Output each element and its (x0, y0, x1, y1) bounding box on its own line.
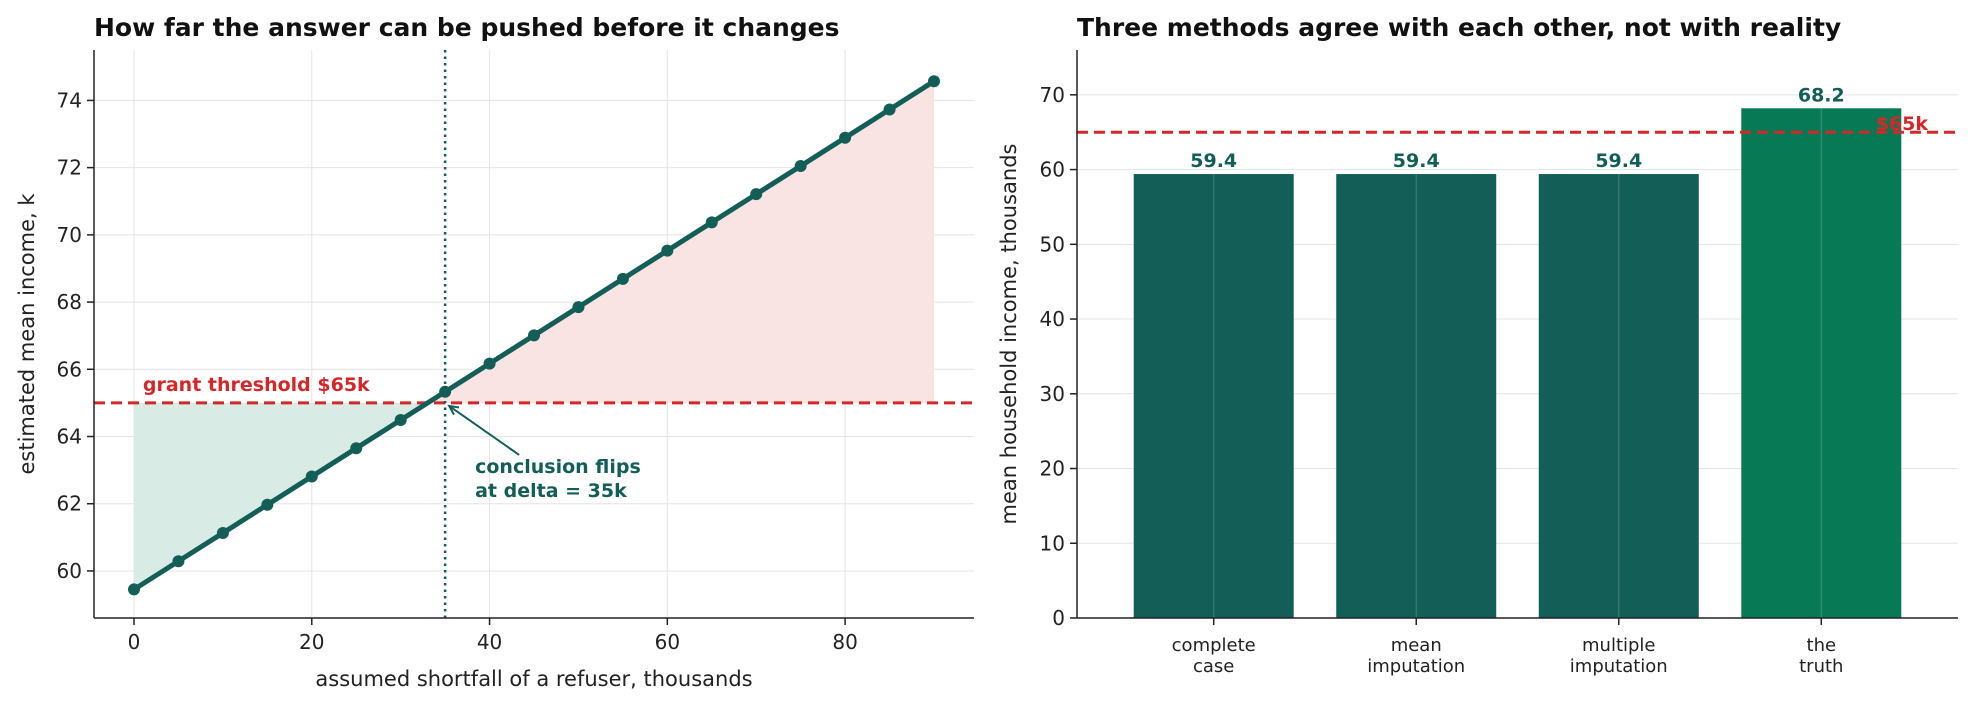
data-point (261, 498, 274, 511)
data-point (128, 583, 140, 596)
y-tick-label: 60 (1040, 158, 1065, 182)
y-tick-label: 40 (1040, 307, 1065, 331)
bars (1133, 108, 1902, 618)
right-axis-ticks: 010203040506070completecasemeanimputatio… (1040, 83, 1844, 677)
data-point (661, 244, 674, 257)
y-tick-label: 62 (57, 492, 82, 516)
category-label: mean (1391, 635, 1442, 656)
category-label: multiple (1582, 635, 1656, 656)
data-point (394, 414, 407, 427)
right-y-axis-label: mean household income, thousands (997, 144, 1021, 525)
data-point (705, 216, 718, 229)
data-point (883, 103, 896, 116)
y-tick-label: 30 (1040, 382, 1065, 406)
data-point (572, 301, 585, 314)
bar-value-label: 59.4 (1595, 150, 1642, 172)
data-point (172, 555, 185, 568)
data-point (305, 470, 318, 483)
left-axis-ticks: 60 62 64 66 68 70 72 74 0 20 40 60 80 (57, 88, 858, 654)
y-tick-label: 20 (1040, 457, 1065, 481)
y-tick-label: 60 (57, 559, 82, 583)
category-label: the (1807, 635, 1837, 656)
bar (1133, 174, 1294, 618)
y-tick-label: 50 (1040, 232, 1065, 256)
x-tick-label: 20 (299, 630, 324, 654)
y-tick-label: 68 (57, 290, 82, 314)
annotation-arrow (448, 405, 520, 456)
bar-value-label: 68.2 (1798, 84, 1845, 106)
left-chart-panel: grant threshold $65k conclusion flips at… (15, 13, 974, 691)
annotation-line-1: conclusion flips (475, 456, 641, 478)
category-label: case (1193, 656, 1234, 677)
data-point (483, 357, 496, 370)
y-tick-label: 72 (57, 156, 82, 180)
threshold-label-right: $65k (1876, 113, 1929, 135)
y-tick-label: 10 (1040, 531, 1065, 555)
y-tick-label: 0 (1052, 606, 1065, 630)
data-point (750, 188, 763, 201)
left-x-axis-label: assumed shortfall of a refuser, thousand… (315, 667, 752, 691)
left-chart-title: How far the answer can be pushed before … (94, 13, 840, 42)
threshold-label: grant threshold $65k (143, 374, 370, 396)
series-points (128, 75, 940, 596)
x-tick-label: 80 (832, 630, 857, 654)
data-point (350, 442, 363, 455)
data-point (528, 329, 540, 342)
y-tick-label: 70 (1040, 83, 1065, 107)
x-tick-label: 40 (477, 630, 502, 654)
annotation-line-2: at delta = 35k (475, 480, 627, 502)
data-point (439, 385, 452, 398)
bar (1336, 174, 1497, 618)
bar (1538, 174, 1699, 618)
y-tick-label: 66 (57, 357, 82, 381)
data-point (216, 526, 229, 539)
data-point (839, 131, 852, 144)
bar-value-label: 59.4 (1190, 150, 1237, 172)
right-vertical-gridlines (1213, 50, 1822, 618)
bar (1741, 108, 1902, 618)
right-chart-title: Three methods agree with each other, not… (1077, 13, 1841, 42)
annotation-arrowhead (447, 404, 460, 416)
x-tick-label: 0 (128, 630, 141, 654)
category-label: complete (1172, 635, 1256, 656)
data-point (794, 159, 807, 172)
category-label: truth (1799, 656, 1843, 677)
y-tick-label: 64 (57, 425, 82, 449)
x-tick-label: 60 (655, 630, 680, 654)
data-point (928, 75, 940, 88)
bar-value-label: 59.4 (1393, 150, 1440, 172)
left-y-axis-label: estimated mean income, k (15, 193, 39, 475)
y-tick-label: 74 (57, 88, 82, 112)
y-tick-label: 70 (57, 223, 82, 247)
category-label: imputation (1570, 656, 1668, 677)
bar-value-labels: 59.4 59.4 59.4 68.2 (1190, 84, 1844, 172)
data-point (616, 272, 629, 285)
right-chart-panel: $65k 59.4 59.4 59.4 68.2 0 10 20 30 40 50 60 70 com… (997, 13, 1958, 677)
category-label: imputation (1367, 656, 1465, 677)
